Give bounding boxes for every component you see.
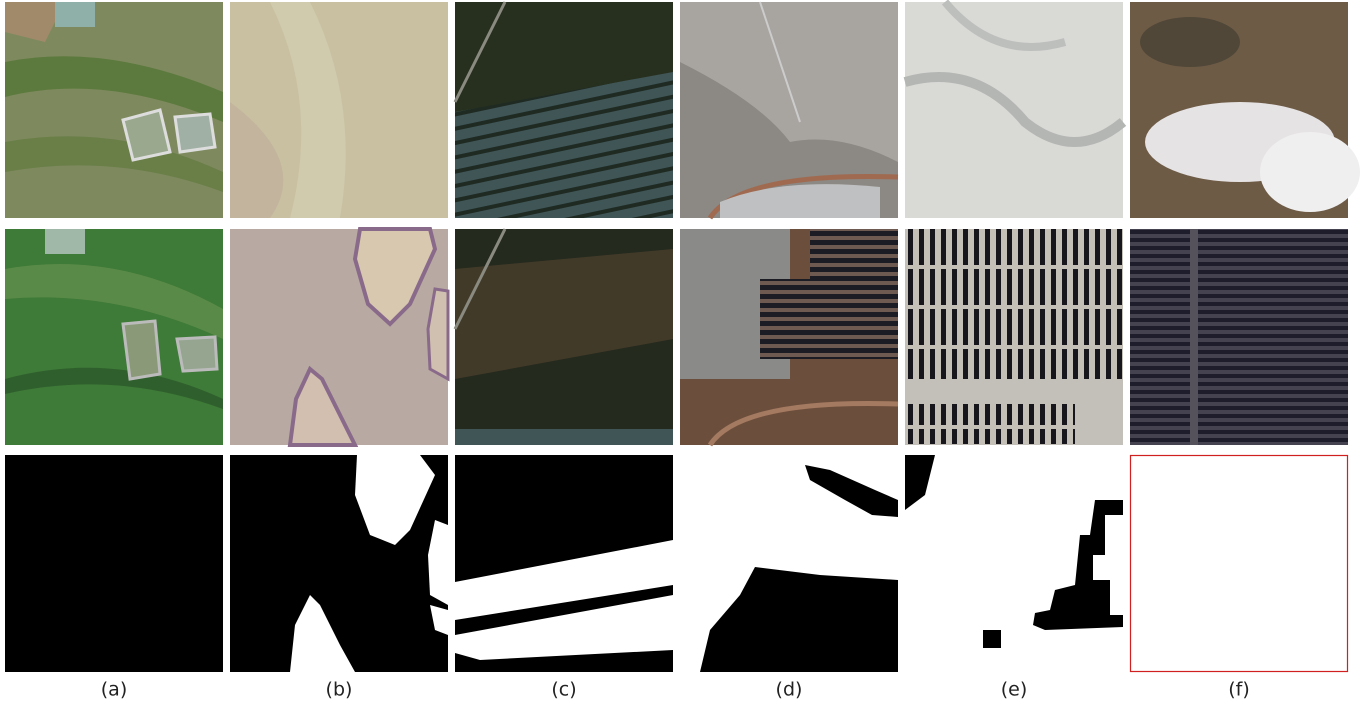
- mask: [680, 455, 898, 672]
- image: [455, 229, 673, 445]
- caption: (d): [776, 679, 803, 701]
- image: [905, 2, 1123, 218]
- image-row-2: [5, 229, 1348, 445]
- mask: [455, 455, 673, 672]
- image: [680, 2, 898, 218]
- figure: (a) (b) (c) (d) (e) (f): [0, 0, 1366, 708]
- image-row-1: [5, 2, 1360, 218]
- mask-row: [5, 455, 1348, 672]
- mask: [5, 455, 223, 672]
- caption: (c): [551, 679, 576, 701]
- caption: (f): [1228, 679, 1250, 701]
- image: [1130, 229, 1348, 445]
- image: [1130, 2, 1360, 218]
- image: [230, 229, 448, 445]
- page: {"figure": {"labels": ["(a)", "(b)", "(c…: [0, 0, 1366, 708]
- mask: [905, 455, 1123, 672]
- image: [5, 2, 223, 218]
- mask: [1131, 456, 1348, 672]
- image: [905, 229, 1123, 445]
- mask: [230, 455, 448, 672]
- caption: (e): [1001, 679, 1028, 701]
- image: [455, 2, 673, 218]
- image: [230, 2, 448, 218]
- captions: (a) (b) (c) (d) (e) (f): [101, 679, 1250, 701]
- image: [5, 229, 223, 445]
- image: [680, 229, 898, 445]
- caption: (b): [326, 679, 353, 701]
- caption: (a): [101, 679, 127, 701]
